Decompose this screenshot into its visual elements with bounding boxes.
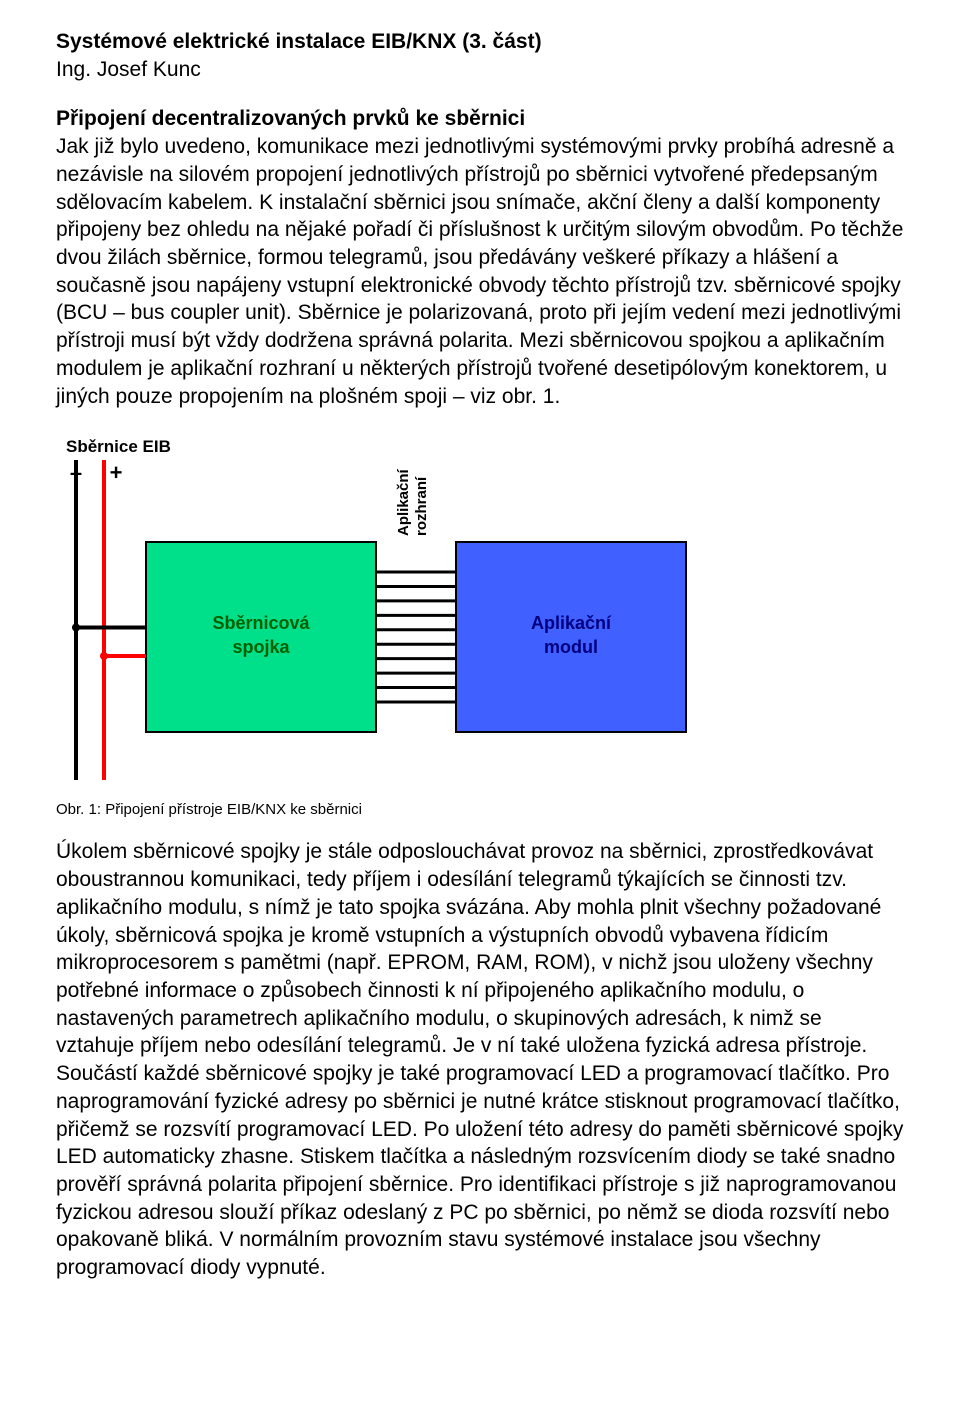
- svg-text:Aplikační: Aplikační: [395, 469, 412, 537]
- svg-text:modul: modul: [544, 637, 598, 657]
- section-heading: Připojení decentralizovaných prvků ke sb…: [56, 105, 904, 133]
- figure-1: Sběrnice EIB–+SběrnicováspojkaAplikačním…: [56, 432, 904, 787]
- bus-diagram: Sběrnice EIB–+SběrnicováspojkaAplikačním…: [56, 432, 696, 782]
- document-title: Systémové elektrické instalace EIB/KNX (…: [56, 28, 904, 56]
- svg-text:rozhraní: rozhraní: [413, 476, 430, 536]
- svg-text:+: +: [110, 460, 123, 485]
- paragraph-3: Součástí každé sběrnicové spojky je také…: [56, 1060, 904, 1282]
- figure-1-caption: Obr. 1: Připojení přístroje EIB/KNX ke s…: [56, 801, 904, 818]
- svg-text:spojka: spojka: [232, 637, 290, 657]
- paragraph-2: Úkolem sběrnicové spojky je stále odposl…: [56, 838, 904, 1060]
- svg-text:Aplikační: Aplikační: [531, 613, 612, 633]
- svg-text:Sběrnice EIB: Sběrnice EIB: [66, 437, 171, 456]
- svg-text:Sběrnicová: Sběrnicová: [212, 613, 310, 633]
- document-author: Ing. Josef Kunc: [56, 56, 904, 84]
- paragraph-1: Jak již bylo uvedeno, komunikace mezi je…: [56, 133, 904, 410]
- document-page: Systémové elektrické instalace EIB/KNX (…: [0, 0, 960, 1322]
